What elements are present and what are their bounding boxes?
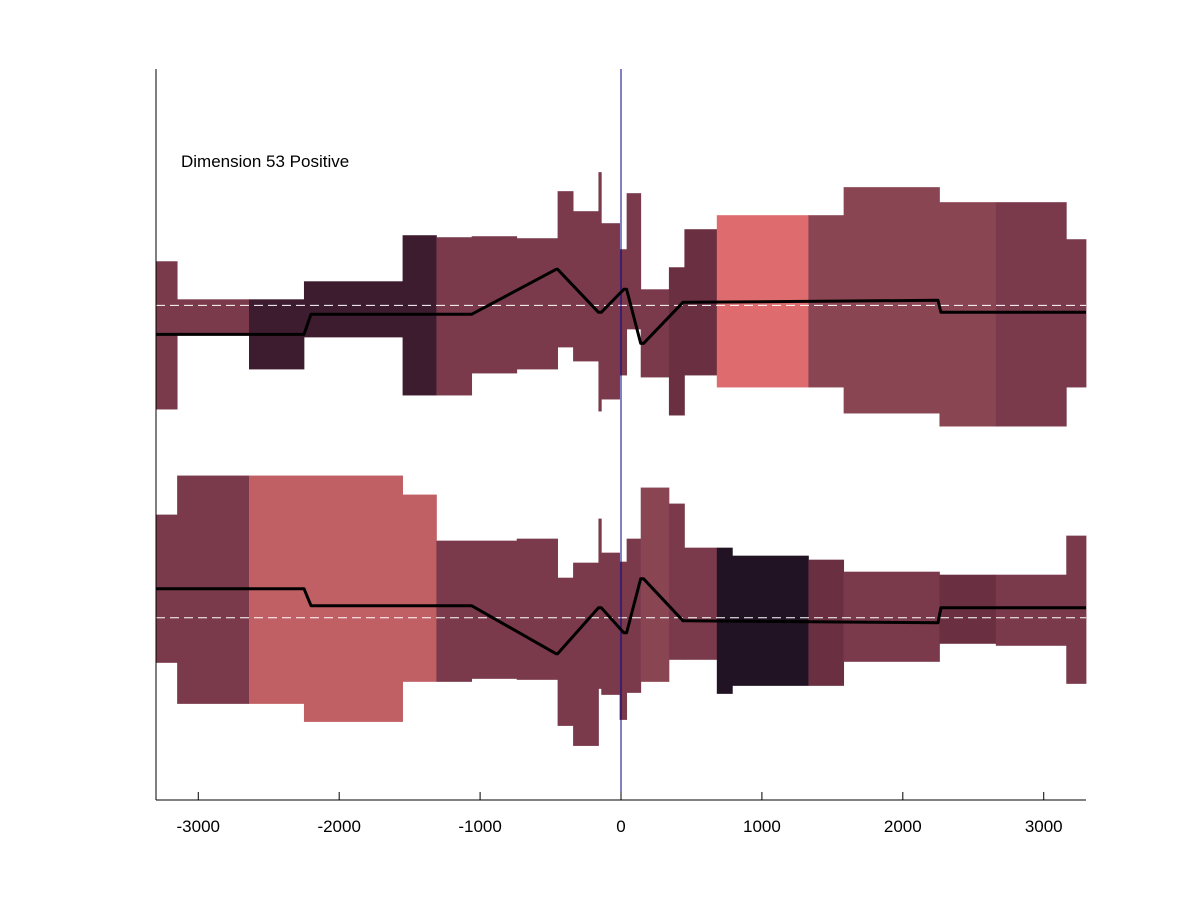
x-tick-label: 2000 — [884, 817, 922, 836]
upper-band — [939, 202, 997, 427]
lower-band — [640, 487, 670, 682]
upper-band — [436, 237, 473, 396]
lower-band — [573, 562, 599, 746]
axes-layer: -3000 -2000 -1000 0 1000 2000 3000 — [155, 69, 1086, 836]
upper-band — [471, 236, 518, 374]
upper-band — [303, 281, 403, 338]
upper-band — [177, 299, 250, 336]
upper-band — [668, 267, 685, 416]
lower-band — [995, 574, 1067, 646]
lower-band — [436, 540, 473, 682]
x-tick-label: 3000 — [1025, 817, 1063, 836]
lower-step-line — [156, 577, 1086, 656]
upper-step-line — [156, 267, 1086, 345]
upper-band — [626, 193, 642, 330]
lower-band — [598, 518, 602, 689]
lower-band — [684, 547, 718, 660]
x-tick-label: -3000 — [177, 817, 220, 836]
lower-band — [668, 503, 685, 660]
x-tick-label: 1000 — [743, 817, 781, 836]
lower-band — [626, 538, 642, 693]
lower-band — [303, 475, 403, 722]
lower-band — [1066, 535, 1087, 684]
x-tick-label: -2000 — [317, 817, 360, 836]
upper-band — [557, 191, 574, 348]
lower-band — [557, 577, 574, 726]
lower-band — [601, 552, 620, 695]
upper-band — [573, 211, 599, 362]
lower-band — [402, 494, 437, 682]
lower-band — [516, 538, 558, 680]
upper-band — [601, 223, 620, 400]
lower-band — [619, 561, 628, 720]
upper-band — [516, 238, 558, 370]
lower-band — [843, 571, 940, 662]
step-line-layer — [156, 267, 1086, 656]
upper-band — [598, 172, 602, 412]
upper-band — [995, 202, 1067, 427]
panel-annotation: Dimension 53 Positive — [181, 152, 349, 171]
lower-band — [939, 574, 997, 644]
x-tick-label: -1000 — [458, 817, 501, 836]
upper-band — [619, 249, 628, 376]
x-tick-label: 0 — [616, 817, 625, 836]
